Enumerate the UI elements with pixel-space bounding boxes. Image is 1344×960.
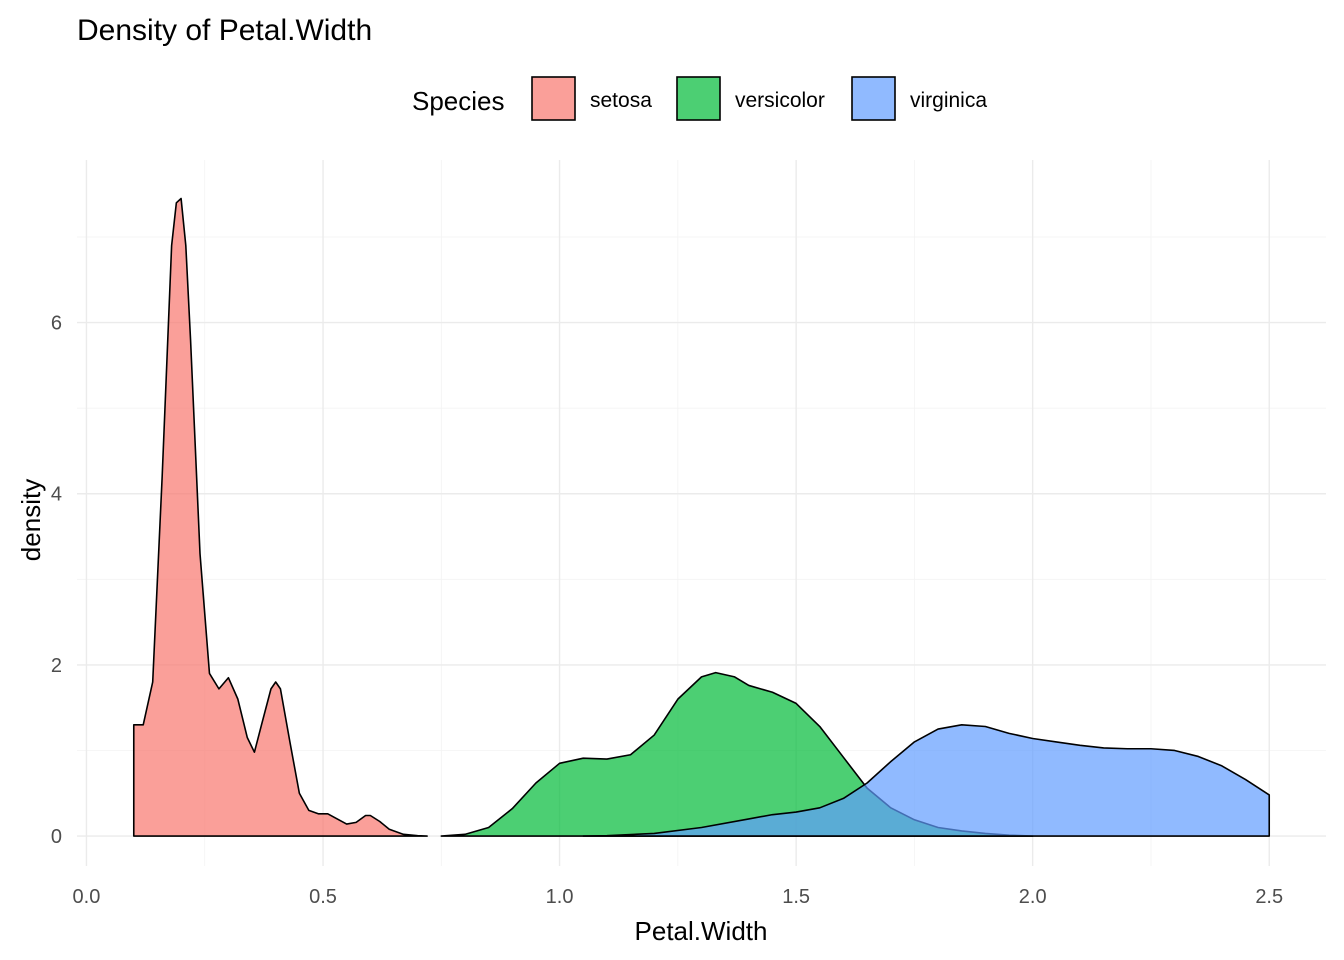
x-tick-label: 1.0 xyxy=(546,886,574,908)
legend-key-versicolor xyxy=(676,76,721,121)
y-tick-label: 4 xyxy=(51,484,62,506)
y-tick-label: 2 xyxy=(51,655,62,677)
legend-key-setosa xyxy=(531,76,576,121)
legend-label-versicolor: versicolor xyxy=(735,89,825,112)
y-tick-label: 0 xyxy=(51,826,62,848)
y-axis: 0 2 4 6 xyxy=(51,313,62,848)
x-tick-label: 1.5 xyxy=(782,886,810,908)
legend-title: Species xyxy=(412,86,505,116)
density-areas xyxy=(132,197,1271,837)
legend: Species setosa versicolor virginica xyxy=(412,76,987,121)
x-tick-label: 0.0 xyxy=(73,886,101,908)
x-tick-label: 2.0 xyxy=(1019,886,1047,908)
density-area-virginica xyxy=(582,724,1271,837)
density-area-setosa xyxy=(132,197,428,837)
y-tick-label: 6 xyxy=(51,313,62,335)
x-axis-title: Petal.Width xyxy=(635,916,768,946)
x-axis: 0.0 0.5 1.0 1.5 2.0 2.5 xyxy=(73,886,1284,908)
x-tick-label: 2.5 xyxy=(1255,886,1283,908)
legend-label-virginica: virginica xyxy=(910,89,987,112)
legend-label-setosa: setosa xyxy=(590,89,652,112)
legend-key-virginica xyxy=(851,76,896,121)
x-tick-label: 0.5 xyxy=(309,886,337,908)
chart-title: Density of Petal.Width xyxy=(77,14,372,47)
y-axis-title: density xyxy=(16,479,46,561)
